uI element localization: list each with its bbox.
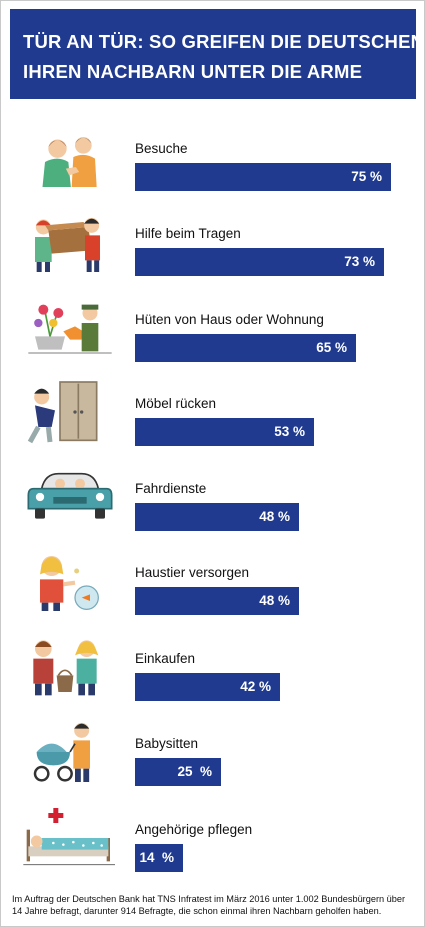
- bar: 48 %: [135, 587, 299, 615]
- value-label: 75 %: [351, 169, 382, 184]
- title-line-2: IHREN NACHBARN UNTER DIE ARME: [23, 61, 363, 82]
- bar: 48 %: [135, 503, 299, 531]
- carrying-box-icon: [20, 205, 120, 279]
- bar: 65 %: [135, 334, 356, 362]
- footnote: Im Auftrag der Deutschen Bank hat TNS In…: [12, 894, 406, 916]
- bar-row: Besuche 75 %: [0, 120, 425, 206]
- babysitting-icon: [20, 715, 120, 789]
- category-label: Hilfe beim Tragen: [135, 226, 241, 241]
- bar-row: Fahrdienste 48 %: [0, 460, 425, 546]
- title-line-1: TÜR AN TÜR: SO GREIFEN DIE DEUTSCHEN: [23, 31, 425, 52]
- value-label: 25 %: [177, 764, 212, 779]
- bar: 75 %: [135, 163, 391, 191]
- watering-plants-icon: [20, 291, 120, 365]
- category-label: Fahrdienste: [135, 481, 207, 496]
- value-label: 65 %: [316, 340, 347, 355]
- value-label: 53 %: [274, 424, 305, 439]
- category-label: Babysitten: [135, 736, 199, 751]
- handshake-icon: [20, 120, 120, 194]
- category-label: Angehörige pflegen: [135, 822, 253, 837]
- header: TÜR AN TÜR: SO GREIFEN DIE DEUTSCHEN IHR…: [10, 9, 424, 99]
- shopping-icon: [20, 630, 120, 704]
- bar: 25 %: [135, 758, 221, 786]
- moving-furniture-icon: [20, 375, 120, 449]
- category-label: Besuche: [135, 141, 188, 156]
- category-label: Möbel rücken: [135, 396, 217, 411]
- category-label: Haustier versorgen: [135, 565, 250, 580]
- value-label: 48 %: [259, 593, 290, 608]
- bar-row: Haustier versorgen 48 %: [0, 544, 425, 630]
- value-label: 73 %: [344, 254, 375, 269]
- value-label: 14 %: [139, 850, 174, 865]
- value-label: 42 %: [240, 679, 271, 694]
- bar: 14 %: [135, 844, 183, 872]
- pet-care-icon: [20, 544, 120, 618]
- category-label: Hüten von Haus oder Wohnung: [135, 312, 324, 327]
- caregiving-icon: [20, 801, 120, 875]
- bar-row: Angehörige pflegen 14 %: [0, 801, 425, 887]
- bar: 73 %: [135, 248, 384, 276]
- bar-row: Babysitten 25 %: [0, 715, 425, 801]
- bar-row: Einkaufen 42 %: [0, 630, 425, 716]
- bar-row: Möbel rücken 53 %: [0, 375, 425, 461]
- bar-row: Hilfe beim Tragen 73 %: [0, 205, 425, 291]
- value-label: 48 %: [259, 509, 290, 524]
- bar-row: Hüten von Haus oder Wohnung 65 %: [0, 291, 425, 377]
- bar: 42 %: [135, 673, 280, 701]
- bar: 53 %: [135, 418, 314, 446]
- category-label: Einkaufen: [135, 651, 196, 666]
- car-ride-icon: [20, 460, 120, 534]
